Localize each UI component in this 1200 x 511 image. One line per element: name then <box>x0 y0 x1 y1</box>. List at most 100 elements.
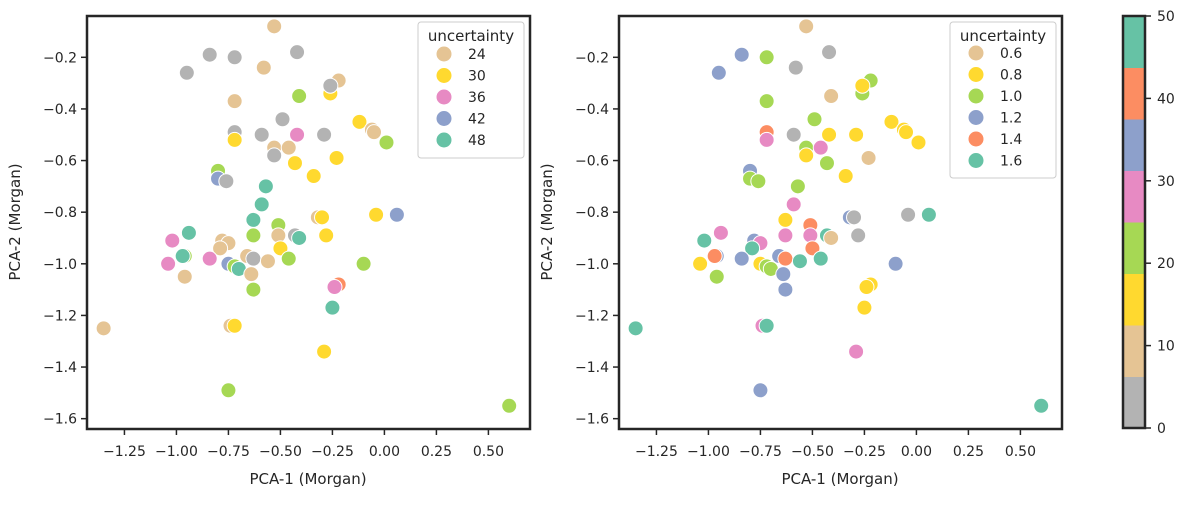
data-point <box>286 155 303 172</box>
colorbar-tick-label: 50 <box>1157 9 1175 25</box>
data-point <box>758 317 775 334</box>
colorbar-tick-label: 20 <box>1157 256 1175 272</box>
data-point <box>243 266 260 283</box>
data-point <box>314 209 331 226</box>
data-point <box>316 343 333 360</box>
x-tick-label: −0.50 <box>259 444 302 460</box>
data-point <box>351 113 368 130</box>
data-point <box>910 134 927 151</box>
legend-title: uncertainty <box>960 27 1046 45</box>
x-tick-label: 0.50 <box>473 444 504 460</box>
data-point <box>160 255 177 272</box>
data-point <box>848 126 865 143</box>
x-tick-label: −0.25 <box>843 444 886 460</box>
plot-frame <box>617 14 1064 431</box>
legend-label: 1.0 <box>1000 89 1022 105</box>
scatter-panel-left: −1.25 −1.00 −0.75 −0.50 −0.25 0.00 0.25 0.50 −0… <box>6 14 532 488</box>
legend-label: 30 <box>468 69 486 85</box>
legend-marker <box>967 44 985 62</box>
data-point <box>326 279 343 296</box>
data-point <box>176 268 193 285</box>
colorbar-tick-label: 40 <box>1157 91 1175 107</box>
data-point <box>212 240 229 257</box>
data-point <box>758 49 775 66</box>
legend-marker <box>435 131 453 149</box>
x-tick-label: −1.00 <box>687 444 730 460</box>
points-group <box>95 18 518 414</box>
data-point <box>752 382 769 399</box>
x-tick-label: −1.00 <box>155 444 198 460</box>
legend-entries: 24 30 36 42 48 <box>435 45 486 149</box>
data-point <box>848 343 865 360</box>
x-axis-ticks: −1.25 −1.00 −0.75 −0.50 −0.25 0.00 0.25 0.50 <box>103 429 504 460</box>
colorbar-segment <box>1123 325 1145 377</box>
data-point <box>812 139 829 156</box>
legend-marker <box>435 88 453 106</box>
legend-title: uncertainty <box>428 27 514 45</box>
legend-entries: 0.6 0.8 1.0 1.2 1.4 1.6 <box>967 44 1022 170</box>
data-point <box>887 255 904 272</box>
data-point <box>178 64 195 81</box>
colorbar-tick-label: 10 <box>1157 339 1175 355</box>
colorbar-segments <box>1123 16 1145 429</box>
data-point <box>787 59 804 76</box>
data-point <box>750 173 767 190</box>
data-point <box>789 178 806 195</box>
y-tick-label: −0.2 <box>43 50 77 66</box>
data-point <box>777 281 794 298</box>
x-tick-label: 0.25 <box>421 444 452 460</box>
y-tick-label: −0.4 <box>43 102 77 118</box>
data-point <box>696 232 713 249</box>
y-tick-label: −0.6 <box>575 154 609 170</box>
legend-label: 42 <box>468 112 486 128</box>
y-axis-ticks: −0.2 −0.4 −0.6 −0.8 −1.0 −1.2 −1.4 −1.6 <box>43 50 87 428</box>
colorbar: 0 10 20 30 40 50 <box>1121 9 1175 437</box>
data-point <box>785 126 802 143</box>
data-point <box>218 173 235 190</box>
data-point <box>804 240 821 257</box>
data-point <box>266 18 283 35</box>
data-point <box>818 155 835 172</box>
x-tick-label: −1.25 <box>635 444 678 460</box>
data-point <box>289 126 306 143</box>
data-point <box>777 227 794 244</box>
colorbar-segment <box>1123 16 1145 68</box>
data-point <box>316 126 333 143</box>
data-point <box>775 266 792 283</box>
data-point <box>812 250 829 267</box>
data-point <box>266 147 283 164</box>
data-point <box>758 93 775 110</box>
y-axis-label: PCA-2 (Morgan) <box>538 163 556 280</box>
x-axis-label: PCA-1 (Morgan) <box>249 470 366 488</box>
data-point <box>846 209 863 226</box>
data-point <box>257 178 274 195</box>
legend-label: 1.4 <box>1000 132 1022 148</box>
y-tick-label: −1.4 <box>43 360 77 376</box>
data-point <box>322 77 339 94</box>
data-point <box>226 317 243 334</box>
x-tick-label: −0.75 <box>739 444 782 460</box>
y-tick-label: −1.6 <box>43 412 77 428</box>
data-point <box>245 250 262 267</box>
data-point <box>253 126 270 143</box>
data-point <box>777 211 794 228</box>
data-point <box>758 131 775 148</box>
data-point <box>744 240 761 257</box>
data-point <box>201 46 218 63</box>
x-tick-label: −0.75 <box>207 444 250 460</box>
data-point <box>245 211 262 228</box>
data-point <box>318 227 335 244</box>
data-point <box>368 206 385 223</box>
colorbar-frame <box>1121 14 1147 430</box>
x-tick-label: −0.50 <box>791 444 834 460</box>
legend-marker <box>967 66 985 83</box>
data-point <box>180 224 197 241</box>
data-point <box>201 250 218 267</box>
data-point <box>777 250 794 267</box>
data-point <box>821 44 838 61</box>
data-point <box>900 206 917 223</box>
legend-label: 1.6 <box>1000 154 1022 170</box>
data-point <box>388 206 405 223</box>
legend-marker <box>435 110 453 127</box>
